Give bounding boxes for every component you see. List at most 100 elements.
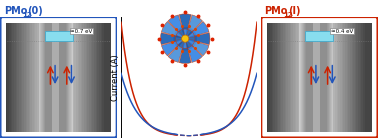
Polygon shape <box>291 23 324 132</box>
Polygon shape <box>303 23 310 132</box>
Polygon shape <box>64 23 71 132</box>
Polygon shape <box>290 23 322 132</box>
Polygon shape <box>65 23 71 132</box>
Polygon shape <box>282 23 314 132</box>
Polygon shape <box>19 23 52 132</box>
Text: 12: 12 <box>22 12 31 18</box>
Wedge shape <box>179 48 191 63</box>
Polygon shape <box>39 23 46 132</box>
Polygon shape <box>42 23 49 132</box>
Polygon shape <box>303 23 310 132</box>
Text: PMo: PMo <box>4 6 27 15</box>
Polygon shape <box>358 23 372 132</box>
Polygon shape <box>327 23 333 132</box>
Polygon shape <box>81 23 111 132</box>
Polygon shape <box>283 23 316 132</box>
Y-axis label: Current (A): Current (A) <box>111 54 119 101</box>
Wedge shape <box>188 15 202 32</box>
Polygon shape <box>45 23 52 132</box>
Polygon shape <box>96 23 111 132</box>
Polygon shape <box>275 23 308 132</box>
Polygon shape <box>333 23 365 132</box>
Polygon shape <box>345 23 372 132</box>
Polygon shape <box>89 23 111 132</box>
Polygon shape <box>17 23 50 132</box>
Wedge shape <box>185 27 194 39</box>
Polygon shape <box>335 23 367 132</box>
Polygon shape <box>39 23 46 132</box>
Bar <box>305 31 333 41</box>
Polygon shape <box>79 23 111 132</box>
Polygon shape <box>29 23 62 132</box>
Polygon shape <box>65 23 72 132</box>
Polygon shape <box>11 23 43 132</box>
Polygon shape <box>266 23 299 132</box>
Polygon shape <box>285 23 318 132</box>
Polygon shape <box>355 23 372 132</box>
Polygon shape <box>63 23 70 132</box>
Polygon shape <box>298 23 331 132</box>
Polygon shape <box>42 23 48 132</box>
Polygon shape <box>40 23 48 132</box>
Wedge shape <box>185 39 197 47</box>
Polygon shape <box>45 23 53 132</box>
Polygon shape <box>76 23 108 132</box>
Polygon shape <box>36 23 68 132</box>
Wedge shape <box>185 39 194 50</box>
Polygon shape <box>288 23 321 132</box>
Polygon shape <box>348 23 372 132</box>
Polygon shape <box>102 23 111 132</box>
Polygon shape <box>337 23 369 132</box>
Text: ≈0.4 eV: ≈0.4 eV <box>331 29 353 34</box>
Polygon shape <box>104 23 111 132</box>
Polygon shape <box>64 23 71 132</box>
Polygon shape <box>43 23 51 132</box>
Polygon shape <box>304 23 311 132</box>
Polygon shape <box>322 23 329 132</box>
Polygon shape <box>37 23 70 132</box>
Polygon shape <box>320 23 327 132</box>
Polygon shape <box>41 23 48 132</box>
Polygon shape <box>363 23 372 132</box>
Polygon shape <box>280 23 313 132</box>
Polygon shape <box>60 23 67 132</box>
Polygon shape <box>321 23 328 132</box>
Text: 12: 12 <box>283 12 292 18</box>
Wedge shape <box>174 30 185 39</box>
Polygon shape <box>338 23 370 132</box>
Wedge shape <box>168 46 183 62</box>
Wedge shape <box>181 39 189 50</box>
Polygon shape <box>322 23 329 132</box>
Polygon shape <box>301 23 308 132</box>
Polygon shape <box>324 23 331 132</box>
Polygon shape <box>27 23 60 132</box>
Polygon shape <box>66 23 73 132</box>
Polygon shape <box>97 23 111 132</box>
Polygon shape <box>324 23 332 132</box>
Polygon shape <box>321 23 328 132</box>
Polygon shape <box>94 23 111 132</box>
Polygon shape <box>45 23 52 132</box>
Polygon shape <box>74 23 106 132</box>
Polygon shape <box>301 23 308 132</box>
Polygon shape <box>325 23 332 132</box>
Polygon shape <box>293 23 326 132</box>
Polygon shape <box>325 23 332 132</box>
Polygon shape <box>326 23 333 132</box>
Polygon shape <box>6 23 39 132</box>
Polygon shape <box>59 23 66 132</box>
Wedge shape <box>188 46 202 62</box>
Polygon shape <box>32 23 65 132</box>
Polygon shape <box>353 23 372 132</box>
Polygon shape <box>340 23 372 132</box>
Wedge shape <box>192 21 209 36</box>
Polygon shape <box>26 23 58 132</box>
Wedge shape <box>174 35 185 43</box>
Polygon shape <box>302 23 309 132</box>
Polygon shape <box>361 23 372 132</box>
Polygon shape <box>63 23 70 132</box>
Polygon shape <box>322 23 328 132</box>
Wedge shape <box>161 41 178 56</box>
Polygon shape <box>91 23 111 132</box>
Polygon shape <box>306 23 313 132</box>
